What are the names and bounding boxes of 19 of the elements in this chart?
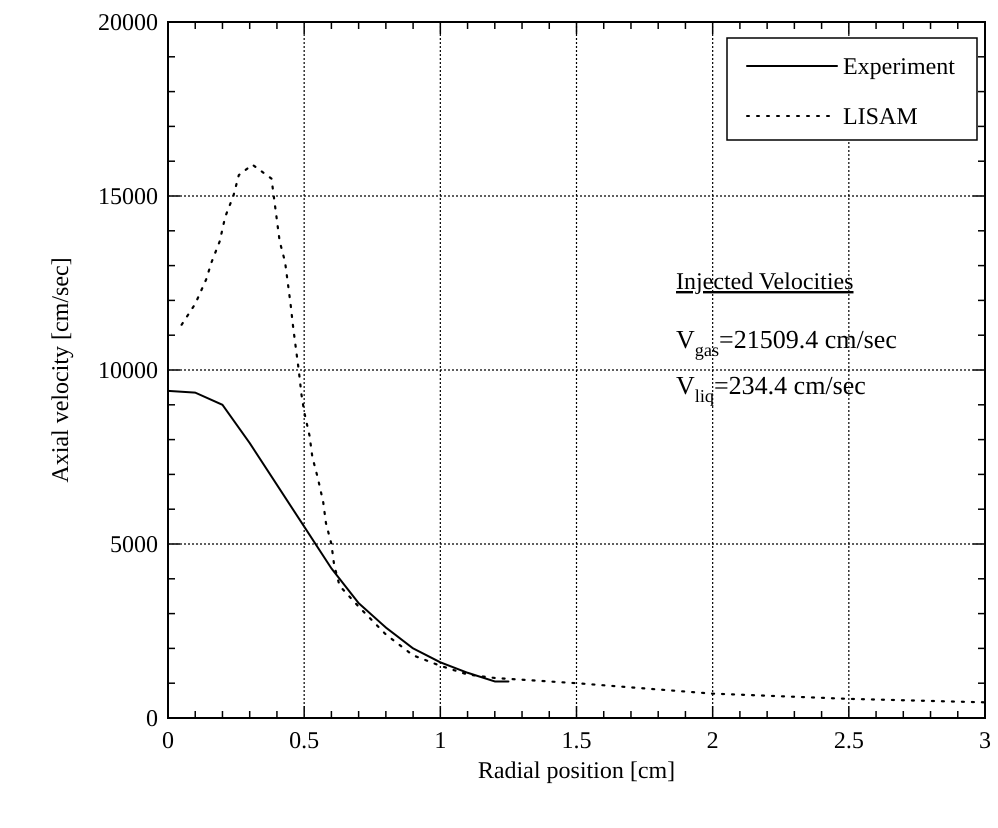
x-tick-label: 0.5: [289, 728, 320, 754]
y-tick-label: 10000: [98, 358, 158, 384]
legend-label: Experiment: [843, 54, 956, 80]
x-tick-label: 1: [434, 728, 446, 754]
y-tick-label: 0: [146, 706, 158, 732]
annotation: V$_{liq}$=234.4 cm/sec: [676, 371, 866, 406]
annotation: V$_{gas}$=21509.4 cm/sec: [676, 325, 897, 360]
x-tick-label: 0: [162, 728, 174, 754]
y-tick-label: 5000: [110, 532, 158, 558]
x-tick-label: 1.5: [562, 728, 592, 754]
annotation: Injected Velocities: [676, 269, 854, 295]
x-tick-label: 3: [979, 728, 991, 754]
x-tick-label: 2.5: [834, 728, 864, 754]
y-tick-label: 20000: [98, 10, 158, 36]
x-tick-label: 2: [706, 728, 719, 754]
x-axis-title: Radial position [cm]: [478, 758, 676, 784]
legend-label: LISAM: [843, 104, 918, 130]
y-tick-label: 15000: [98, 184, 158, 210]
y-axis-title: Axial velocity [cm/sec]: [48, 257, 74, 483]
